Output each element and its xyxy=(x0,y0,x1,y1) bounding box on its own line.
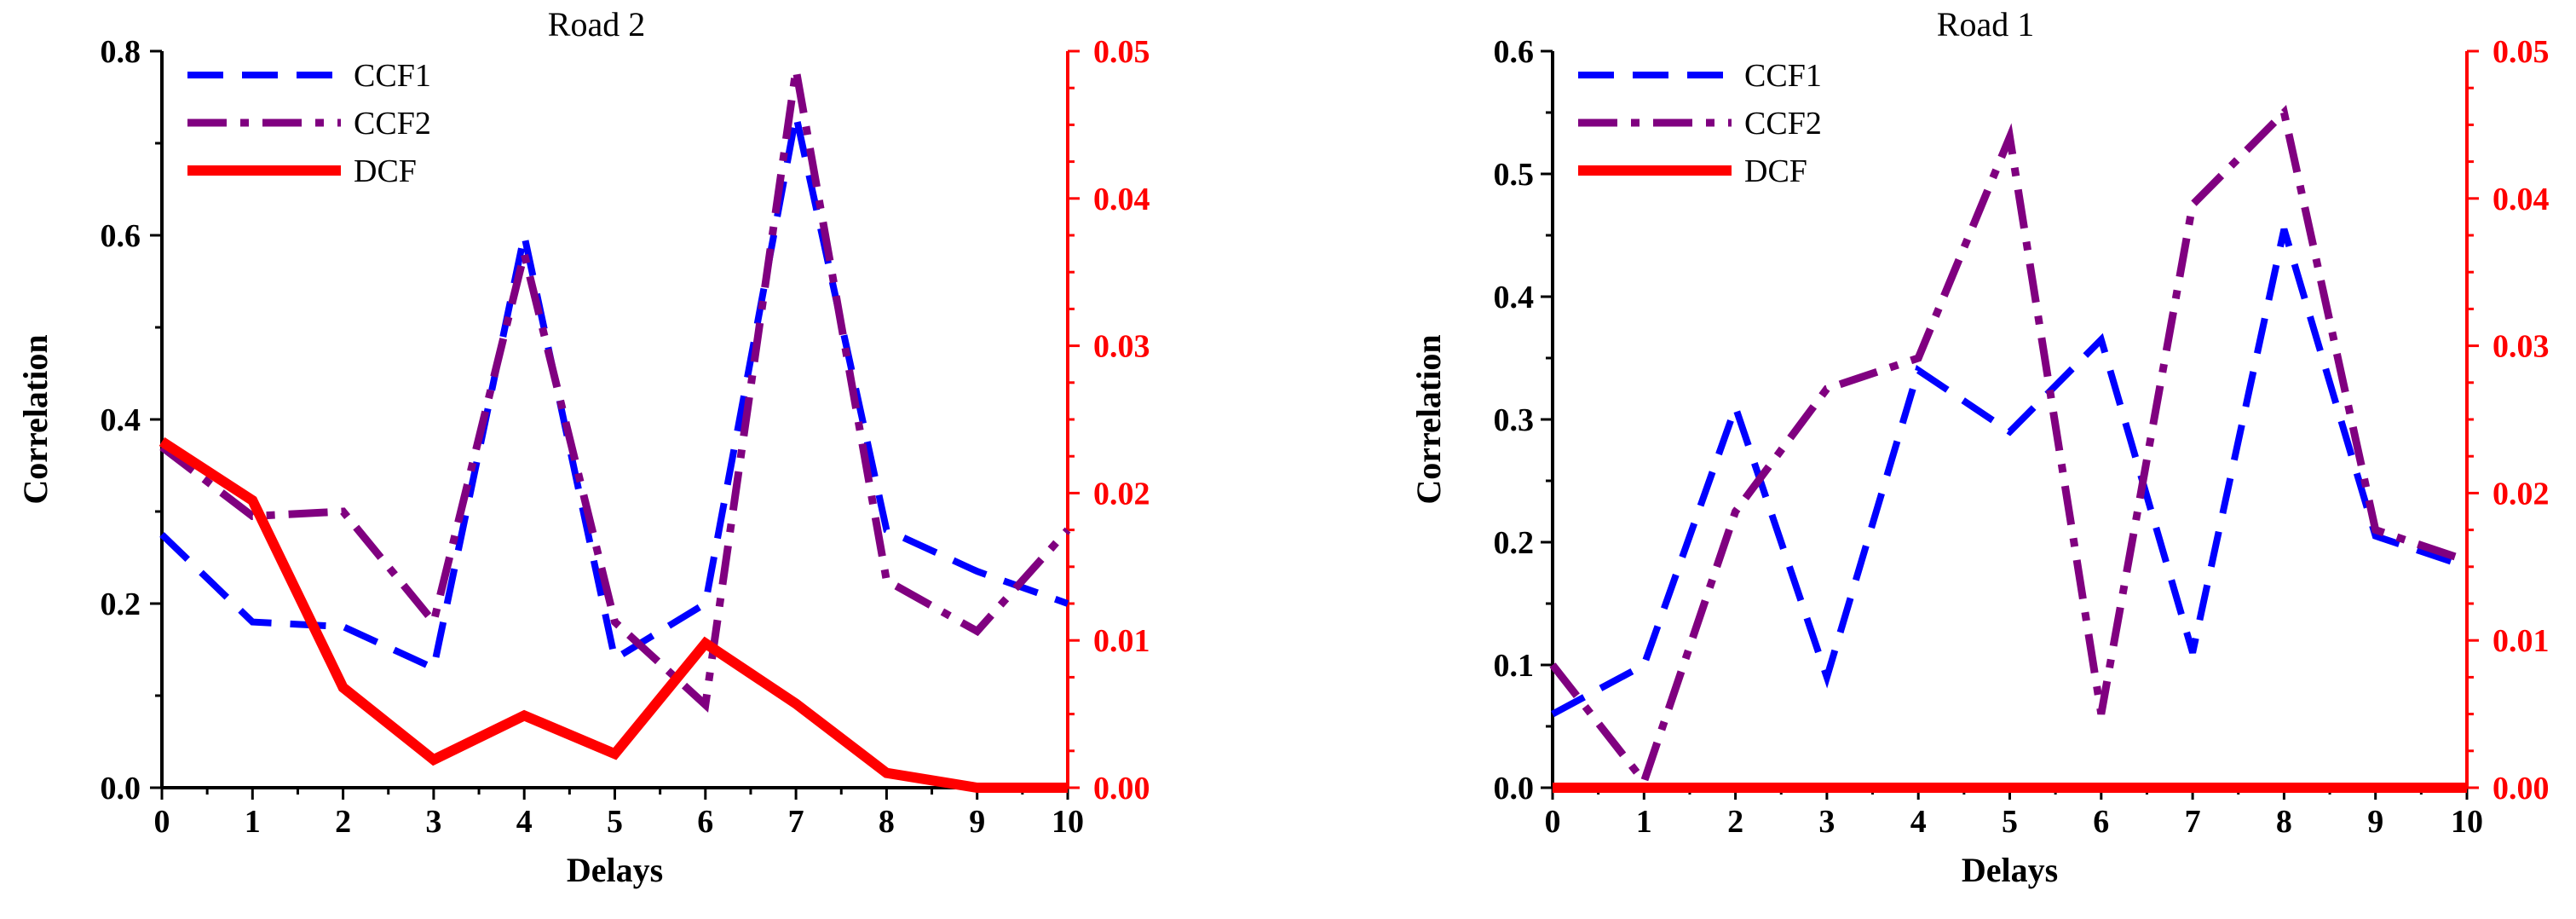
x-tick-label: 8 xyxy=(879,804,895,840)
x-tick-label: 5 xyxy=(607,804,623,840)
y-tick-label: 0.4 xyxy=(1494,280,1535,315)
y-tick-label: 0.2 xyxy=(101,587,141,622)
x-tick-label: 7 xyxy=(788,804,804,840)
legend-label-dcf: DCF xyxy=(354,153,417,189)
x-tick-label: 0 xyxy=(154,804,170,840)
y-tick-label: 0.6 xyxy=(1494,34,1535,70)
series-line-dcf xyxy=(158,436,1068,793)
x-tick-label: 2 xyxy=(1727,804,1743,840)
y-tick-label: 0.2 xyxy=(1494,525,1535,561)
x-tick-label: 3 xyxy=(1818,804,1835,840)
x-tick-label: 4 xyxy=(1910,804,1927,840)
x-axis-title: Delays xyxy=(567,851,663,889)
y2-tick-label: 0.02 xyxy=(2492,476,2550,512)
y2-tick-label: 0.05 xyxy=(1093,34,1150,70)
x-tick-label: 9 xyxy=(2367,804,2383,840)
x-tick-label: 2 xyxy=(335,804,351,840)
legend-label-ccf1: CCF1 xyxy=(1744,58,1822,94)
y-tick-label: 0.4 xyxy=(101,402,141,438)
y-tick-label: 0.0 xyxy=(101,771,141,806)
x-tick-label: 8 xyxy=(2276,804,2292,840)
x-tick-label: 7 xyxy=(2185,804,2201,840)
series-line-ccf2 xyxy=(159,68,1071,713)
chart-title: Road 2 xyxy=(548,5,645,43)
y2-tick-label: 0.04 xyxy=(2492,182,2550,217)
x-tick-label: 10 xyxy=(2451,804,2483,840)
legend-label-ccf1: CCF1 xyxy=(354,58,431,94)
y2-tick-label: 0.00 xyxy=(1093,771,1150,806)
y-tick-label: 0.6 xyxy=(101,218,141,254)
y-tick-label: 0.5 xyxy=(1494,157,1535,193)
y2-tick-label: 0.05 xyxy=(2492,34,2550,70)
series-line-ccf1 xyxy=(1551,228,2469,718)
legend-label-ccf2: CCF2 xyxy=(1744,106,1822,142)
y2-tick-label: 0.01 xyxy=(1093,623,1150,659)
legend-label-dcf: DCF xyxy=(1744,153,1807,189)
x-tick-label: 5 xyxy=(2002,804,2018,840)
x-tick-label: 10 xyxy=(1052,804,1084,840)
chart-panel-1: Road 2 0 1 2 3 4 5 6 7 8 9 10 0.0 0.2 0.4 0.6 0.8 0.00 0.0… xyxy=(16,5,1150,889)
x-tick-label: 6 xyxy=(2093,804,2109,840)
x-axis-title: Delays xyxy=(1962,851,2058,889)
x-tick-label: 6 xyxy=(697,804,713,840)
x-tick-label: 3 xyxy=(425,804,441,840)
y2-tick-label: 0.01 xyxy=(2492,623,2550,659)
x-tick-label: 4 xyxy=(516,804,533,840)
y2-tick-label: 0.04 xyxy=(1093,182,1150,217)
x-tick-label: 9 xyxy=(969,804,985,840)
y-tick-label: 0.3 xyxy=(1494,402,1535,438)
y-tick-label: 0.1 xyxy=(1494,648,1535,684)
y-axis-title: Correlation xyxy=(1409,334,1448,504)
x-tick-label: 0 xyxy=(1545,804,1561,840)
y2-tick-label: 0.00 xyxy=(2492,771,2550,806)
y-tick-label: 0.0 xyxy=(1494,771,1535,806)
y2-tick-label: 0.02 xyxy=(1093,476,1150,512)
legend-label-ccf2: CCF2 xyxy=(354,106,431,142)
x-tick-label: 1 xyxy=(245,804,261,840)
y-axis-title: Correlation xyxy=(16,334,55,504)
y-tick-label: 0.8 xyxy=(101,34,141,70)
chart-title: Road 1 xyxy=(1937,5,2034,43)
x-tick-label: 1 xyxy=(1636,804,1652,840)
y2-tick-label: 0.03 xyxy=(2492,329,2550,365)
y2-tick-label: 0.03 xyxy=(1093,329,1150,365)
chart-panel-2: Road 1 0 1 2 3 4 5 6 7 8 9 10 0.0 0.1 0.2 0.3 0.4 0.5 0.6 0… xyxy=(1409,5,2550,889)
series-line-ccf2 xyxy=(1549,104,2469,790)
